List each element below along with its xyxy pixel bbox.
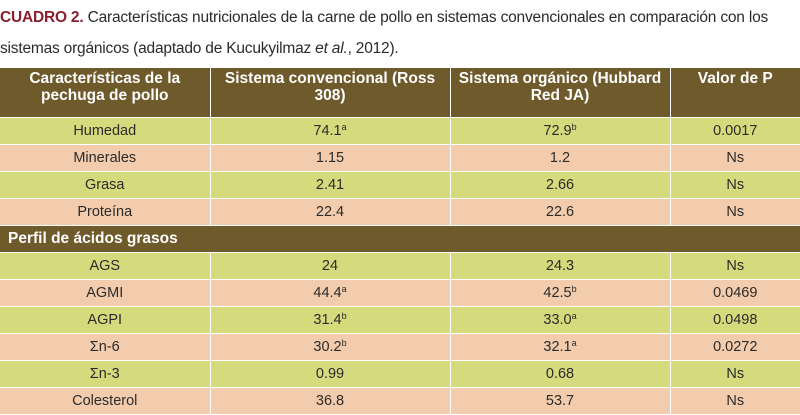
header-organic: Sistema orgánico (Hubbard Red JA): [450, 68, 671, 117]
table-caption: CUADRO 2. Características nutricionales …: [0, 0, 800, 68]
cell-p-value: 0.0017: [670, 116, 800, 144]
cell-organic: 33.0a: [450, 305, 671, 333]
cell-conventional: 1.15: [210, 143, 451, 171]
caption-label: CUADRO 2.: [0, 9, 84, 26]
header-p-value: Valor de P: [697, 70, 773, 87]
table-row: Colesterol 36.8 53.7 Ns: [0, 386, 800, 414]
cell-p-value: Ns: [670, 251, 800, 279]
section-row: Perfil de ácidos grasos: [0, 224, 800, 252]
cell-name: Humedad: [0, 116, 211, 144]
cell-organic: 2.66: [450, 170, 671, 198]
cell-p-value: Ns: [670, 386, 800, 414]
cell-p-value: 0.0272: [670, 332, 800, 360]
cell-name: Grasa: [0, 170, 211, 198]
table-row: AGMI 44.4a 42.5b 0.0469: [0, 278, 800, 306]
table-row: Humedad 74.1a 72.9b 0.0017: [0, 116, 800, 144]
cell-organic: 32.1a: [450, 332, 671, 360]
cell-name: AGS: [0, 251, 211, 279]
table-row: AGS 24 24.3 Ns: [0, 251, 800, 279]
table-row: Proteína 22.4 22.6 Ns: [0, 197, 800, 225]
cell-conventional: 74.1a: [210, 116, 451, 144]
cell-name: AGPI: [0, 305, 211, 333]
cell-organic: 0.68: [450, 359, 671, 387]
cell-p-value: Ns: [670, 170, 800, 198]
caption-text-1: Características nutricionales de la carn…: [87, 9, 769, 26]
cell-p-value: 0.0469: [670, 278, 800, 306]
cell-conventional: 24: [210, 251, 451, 279]
cell-name: AGMI: [0, 278, 211, 306]
header-conventional: Sistema convencional (Ross 308): [210, 68, 451, 117]
table-row: Σn-6 30.2b 32.1a 0.0272: [0, 332, 800, 360]
table-row: Minerales 1.15 1.2 Ns: [0, 143, 800, 171]
cell-conventional: 2.41: [210, 170, 451, 198]
cell-conventional: 36.8: [210, 386, 451, 414]
cell-conventional: 30.2b: [210, 332, 451, 360]
cell-organic: 24.3: [450, 251, 671, 279]
cell-p-value: Ns: [670, 143, 800, 171]
caption-line-1: CUADRO 2. Características nutricionales …: [0, 0, 800, 31]
cell-organic: 22.6: [450, 197, 671, 225]
cell-organic: 42.5b: [450, 278, 671, 306]
cell-name: Σn-3: [0, 359, 211, 387]
section-title: Perfil de ácidos grasos: [0, 224, 800, 252]
caption-line-2: sistemas orgánicos (adaptado de Kucukyil…: [0, 31, 800, 68]
cell-name: Colesterol: [0, 386, 211, 414]
cell-conventional: 22.4: [210, 197, 451, 225]
cell-conventional: 44.4a: [210, 278, 451, 306]
caption-text-2-end: , 2012).: [347, 40, 399, 57]
cell-conventional: 31.4b: [210, 305, 451, 333]
header-characteristics: Características de la pechuga de pollo: [0, 68, 211, 117]
table-row: Grasa 2.41 2.66 Ns: [0, 170, 800, 198]
cell-conventional: 0.99: [210, 359, 451, 387]
caption-citation-italic: et al.: [315, 40, 348, 57]
cell-p-value: Ns: [670, 359, 800, 387]
nutrition-table: Características de la pechuga de pollo S…: [0, 68, 800, 414]
cell-name: Minerales: [0, 143, 211, 171]
cell-name: Σn-6: [0, 332, 211, 360]
table-row: AGPI 31.4b 33.0a 0.0498: [0, 305, 800, 333]
cell-organic: 53.7: [450, 386, 671, 414]
caption-text-2: sistemas orgánicos (adaptado de Kucukyil…: [0, 40, 312, 57]
cell-organic: 72.9b: [450, 116, 671, 144]
cell-p-value: Ns: [670, 197, 800, 225]
table-row: Σn-3 0.99 0.68 Ns: [0, 359, 800, 387]
cell-organic: 1.2: [450, 143, 671, 171]
cell-p-value: 0.0498: [670, 305, 800, 333]
table-header-row: Características de la pechuga de pollo S…: [0, 68, 800, 117]
cell-name: Proteína: [0, 197, 211, 225]
